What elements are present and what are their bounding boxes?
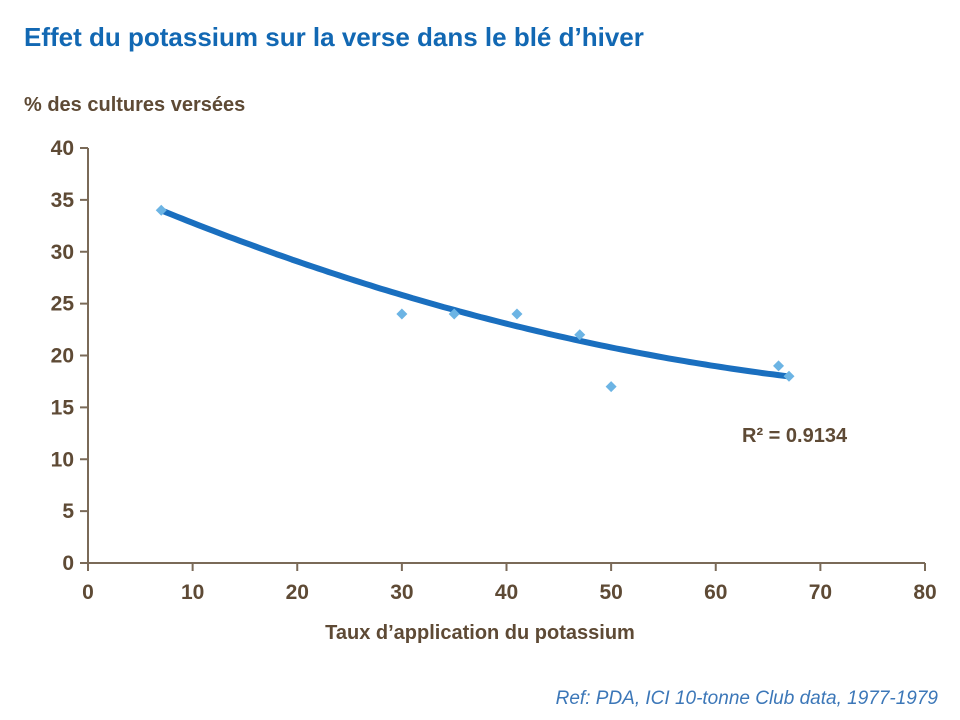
y-tick-label: 40: [51, 137, 74, 160]
x-tick-label: 40: [495, 581, 518, 604]
x-tick-label: 70: [809, 581, 832, 604]
y-tick-label: 15: [51, 396, 75, 419]
x-tick-label: 50: [599, 581, 622, 604]
data-point-diamond: [773, 360, 785, 372]
data-point-diamond: [511, 308, 523, 320]
data-point-diamond: [448, 308, 460, 320]
x-tick-label: 80: [913, 581, 936, 604]
y-tick-label: 5: [62, 500, 74, 523]
trend-line: [158, 207, 792, 380]
reference-citation: Ref: PDA, ICI 10-tonne Club data, 1977-1…: [555, 688, 938, 709]
data-point-diamond: [155, 204, 167, 216]
y-axis-title: % des cultures versées: [24, 94, 246, 116]
data-point-diamond: [605, 381, 617, 393]
data-point-diamond: [396, 308, 408, 320]
data-point-diamond: [783, 370, 795, 382]
y-tick-label: 35: [51, 189, 75, 212]
y-tick-label: 10: [51, 448, 74, 471]
x-tick-label: 30: [390, 581, 413, 604]
x-tick-label: 10: [181, 581, 204, 604]
x-tick-label: 20: [286, 581, 309, 604]
x-axis-title: Taux d’application du potassium: [325, 622, 635, 644]
r-squared-annotation: R² = 0.9134: [742, 425, 848, 447]
x-tick-label: 0: [82, 581, 94, 604]
data-point-diamond: [574, 329, 586, 341]
y-tick-label: 0: [62, 552, 74, 575]
y-tick-label: 20: [51, 345, 74, 368]
x-tick-label: 60: [704, 581, 727, 604]
y-tick-label: 30: [51, 241, 74, 264]
chart-title: Effet du potassium sur la verse dans le …: [24, 22, 644, 52]
y-tick-label: 25: [51, 293, 75, 316]
